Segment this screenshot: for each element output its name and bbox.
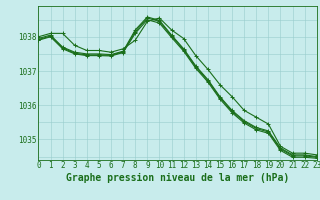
X-axis label: Graphe pression niveau de la mer (hPa): Graphe pression niveau de la mer (hPa)	[66, 173, 289, 183]
